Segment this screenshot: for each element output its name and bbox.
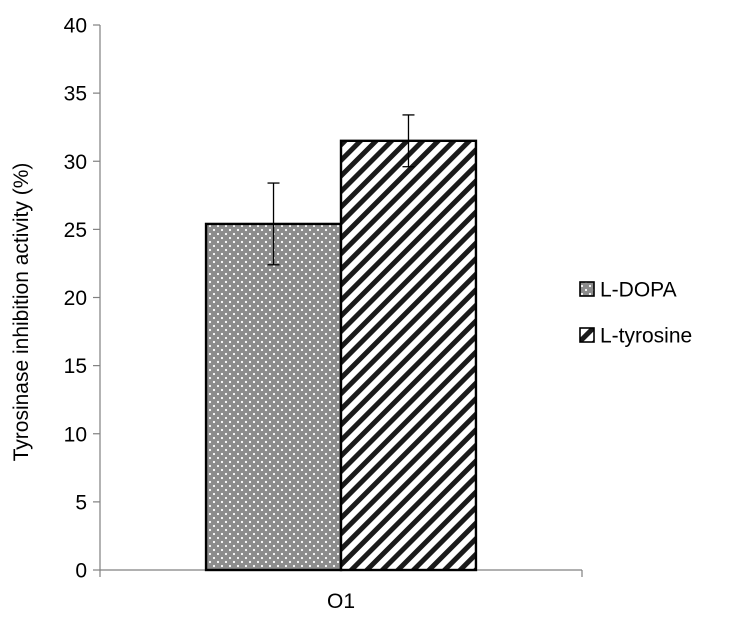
x-axis: O1 bbox=[99, 569, 583, 613]
y-tick-label: 10 bbox=[64, 423, 87, 446]
y-tick-label: 15 bbox=[64, 355, 87, 378]
y-tick-label: 35 bbox=[64, 83, 87, 106]
legend-swatch-l-tyrosine bbox=[579, 327, 595, 343]
y-tick-label: 30 bbox=[64, 151, 87, 174]
y-tick-label: 0 bbox=[75, 560, 87, 583]
legend-label-l-dopa: L-DOPA bbox=[600, 279, 677, 302]
legend-label-l-tyrosine: L-tyrosine bbox=[600, 325, 692, 348]
bars bbox=[204, 114, 478, 572]
y-tick-label: 5 bbox=[75, 491, 87, 514]
legend-swatch-l-dopa bbox=[579, 281, 595, 297]
y-tick-label: 40 bbox=[64, 15, 87, 38]
legend: L-DOPA L-tyrosine bbox=[579, 279, 692, 348]
y-axis: 0 5 10 15 20 25 30 35 40 bbox=[64, 15, 101, 583]
y-tick-label: 20 bbox=[64, 287, 87, 310]
x-tick-label: O1 bbox=[327, 590, 355, 613]
bar-l-tyrosine bbox=[339, 139, 478, 572]
y-axis-label: Tyrosinase inhibition activity (%) bbox=[10, 163, 33, 462]
y-tick-label: 25 bbox=[64, 219, 87, 242]
bar-l-dopa bbox=[204, 222, 343, 572]
